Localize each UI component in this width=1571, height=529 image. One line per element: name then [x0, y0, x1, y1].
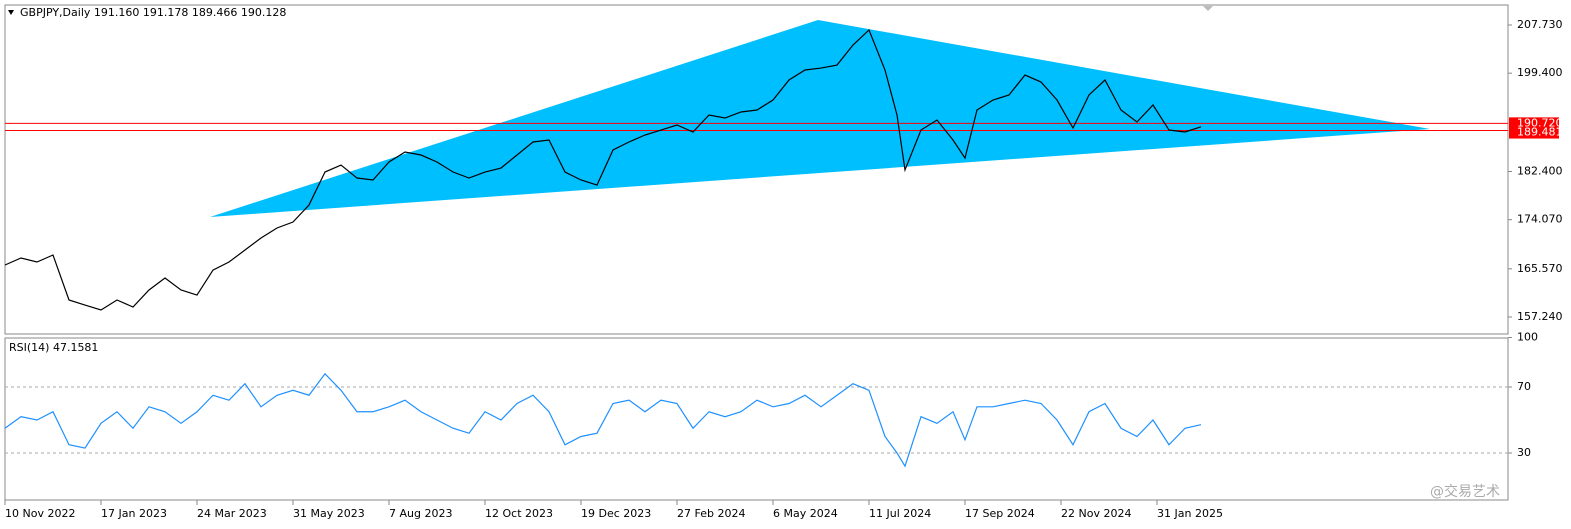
x-tick-label: 22 Nov 2024 — [1061, 507, 1131, 520]
x-tick-label: 7 Aug 2023 — [389, 507, 452, 520]
x-tick-label: 31 Jan 2025 — [1157, 507, 1223, 520]
x-tick-label: 12 Oct 2023 — [485, 507, 553, 520]
x-tick-label: 17 Sep 2024 — [965, 507, 1035, 520]
price-label: 190.720 — [1517, 116, 1563, 129]
y-tick-label: 174.070 — [1517, 213, 1563, 226]
shift-marker — [1203, 6, 1213, 11]
y-tick-label: 182.400 — [1517, 164, 1563, 177]
y-tick-label: 207.730 — [1517, 18, 1563, 31]
y-tick-label: 157.240 — [1517, 310, 1563, 323]
price-label-box — [1509, 126, 1559, 139]
price-label-box — [1509, 117, 1559, 130]
x-tick-label: 31 May 2023 — [293, 507, 365, 520]
price-label: 189.481 — [1517, 126, 1563, 139]
rsi-panel — [4, 337, 1509, 501]
watermark: @交易艺术 — [1430, 483, 1500, 500]
x-tick-label: 24 Mar 2023 — [197, 507, 267, 520]
y-tick-label: 70 — [1517, 380, 1531, 393]
layer: 207.730 199.400 182.400 174.070 165.570 157.2… — [4, 18, 1563, 520]
chart-title: GBPJPY,Daily 191.160 191.178 189.466 190… — [20, 6, 286, 19]
triangle-shape — [210, 20, 1430, 218]
y-tick-label: 30 — [1517, 446, 1531, 459]
rsi-title: RSI(14) 47.1581 — [9, 341, 98, 354]
x-tick-label: 11 Jul 2024 — [869, 507, 931, 520]
y-tick-label: 165.570 — [1517, 262, 1563, 275]
x-tick-label: 10 Nov 2022 — [5, 507, 75, 520]
y-tick-label: 199.400 — [1517, 66, 1563, 79]
x-tick-label: 6 May 2024 — [773, 507, 838, 520]
x-tick-label: 19 Dec 2023 — [581, 507, 651, 520]
price-panel — [4, 4, 1509, 335]
menu-arrow — [8, 10, 14, 15]
x-tick-label: 17 Jan 2023 — [101, 507, 167, 520]
series-line — [4, 28, 1202, 311]
series-line — [4, 372, 1202, 468]
x-tick-label: 27 Feb 2024 — [677, 507, 745, 520]
y-tick-label: 100 — [1517, 331, 1538, 344]
